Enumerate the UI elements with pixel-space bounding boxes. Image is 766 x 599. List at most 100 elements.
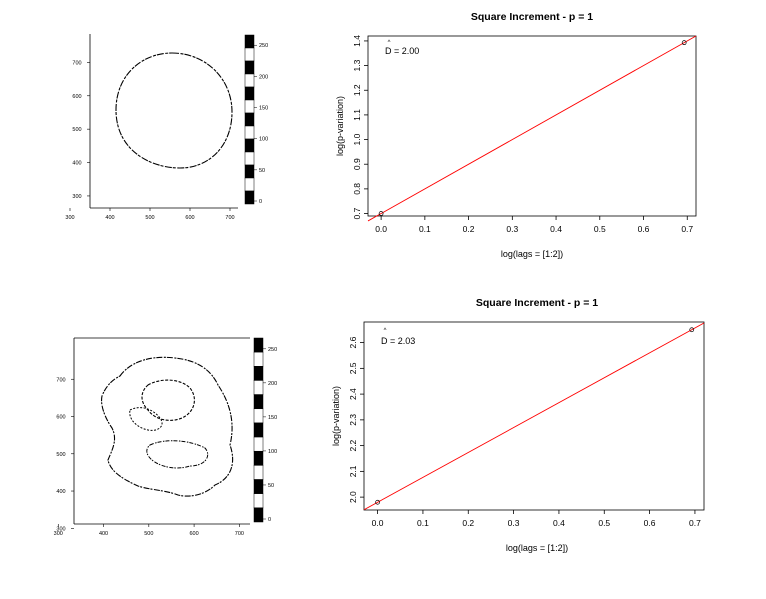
colorbar-segment — [244, 60, 255, 75]
colorbar-segment — [244, 86, 255, 101]
colorbar-segment — [253, 465, 264, 480]
c2-fit-line — [363, 322, 705, 511]
c2-x-tick-label: 0.7 — [689, 518, 701, 528]
colorbar-tick-label: 50 — [259, 168, 265, 174]
colorbar-segment — [253, 351, 264, 367]
c1-y-tick-label: 1.1 — [352, 109, 362, 121]
colorbar-segment — [253, 493, 264, 509]
panel-image-1: 300 400 500 600 700 300 400 500 600 700 0 50 100 15… — [65, 34, 268, 221]
image2-inner-contour-middle — [129, 407, 163, 431]
c2-data-point — [689, 327, 695, 333]
c1-y-tick-label: 1.4 — [352, 35, 362, 47]
colorbar-segment — [253, 450, 264, 466]
chart1-x-axis-label: log(lags = [1:2]) — [501, 249, 563, 259]
c2-y-tick-label: 2.5 — [348, 362, 358, 374]
img2-y-tick-label: 300 — [56, 526, 65, 532]
chart1-y-axis-label: log(p-variation) — [335, 96, 345, 156]
c1-data-point — [681, 40, 687, 46]
colorbar-tick-label: 250 — [268, 347, 277, 353]
img1-x-tick-label: 700 — [225, 215, 234, 221]
image2-inner-contour-upper — [141, 379, 195, 421]
colorbar-tick-label: 200 — [268, 381, 277, 387]
colorbar-segment — [244, 99, 255, 114]
colorbar-segment — [253, 337, 264, 353]
img2-x-tick-label: 500 — [144, 531, 153, 537]
c2-x-tick-label: 0.2 — [462, 518, 474, 528]
c2-x-tick-label: 0.5 — [598, 518, 610, 528]
c2-x-tick-label: 0.6 — [644, 518, 656, 528]
chart1-title: Square Increment - p = 1 — [471, 11, 593, 23]
c1-x-tick-label: 0.1 — [419, 224, 431, 234]
c2-y-tick-label: 2.2 — [348, 439, 358, 451]
c2-y-tick-label: 2.1 — [348, 465, 358, 477]
chart2-title: Square Increment - p = 1 — [476, 297, 598, 309]
c1-y-tick-label: 1.2 — [352, 84, 362, 96]
c1-y-tick-label: 1.3 — [352, 59, 362, 71]
colorbar-segment — [244, 73, 255, 88]
colorbar-segment — [253, 366, 264, 381]
c1-x-tick-label: 0.3 — [506, 224, 518, 234]
colorbar-tick-label: 150 — [259, 106, 268, 112]
colorbar-tick-label: 250 — [259, 43, 268, 49]
img2-y-tick-label: 400 — [56, 489, 65, 495]
img1-x-tick-label: 500 — [145, 215, 154, 221]
c2-y-tick-label: 2.3 — [348, 414, 358, 426]
c2-x-tick-label: 0.3 — [508, 518, 520, 528]
img1-x-tick-label: 600 — [185, 215, 194, 221]
colorbar-tick-label: 50 — [268, 483, 274, 489]
c1-y-tick-label: 0.8 — [352, 183, 362, 195]
c2-x-tick-label: 0.1 — [417, 518, 429, 528]
colorbar-tick-label: 200 — [259, 74, 268, 80]
img1-y-tick-label: 700 — [72, 60, 81, 66]
colorbar-segment — [244, 112, 255, 127]
img2-y-tick-label: 600 — [56, 415, 65, 421]
img2-x-tick-label: 600 — [189, 531, 198, 537]
c1-data-point — [378, 211, 384, 216]
c1-y-tick-label: 0.7 — [352, 207, 362, 219]
chart1-d-hat-accent: ^ — [388, 40, 391, 46]
chart1-plot-frame — [367, 35, 697, 217]
c1-x-tick-label: 0.7 — [681, 224, 693, 234]
img2-x-tick-label: 400 — [99, 531, 108, 537]
chart2-plot-frame — [363, 321, 705, 511]
img1-x-tick-label: 300 — [65, 215, 74, 221]
colorbar-segment — [253, 479, 264, 494]
img1-y-tick-label: 600 — [72, 94, 81, 100]
chart2-y-axis-label: log(p-variation) — [331, 386, 341, 446]
c1-x-tick-label: 0.2 — [463, 224, 475, 234]
img2-y-tick-label: 500 — [56, 452, 65, 458]
image1-colorbar: 0 50 100 150 200 250 — [244, 34, 268, 205]
panel-image-2: 300 400 500 600 700 300 400 500 600 700 0 50 100 15… — [54, 337, 277, 537]
chart2-d-hat-accent: ^ — [384, 328, 387, 334]
c1-x-tick-label: 0.0 — [375, 224, 387, 234]
colorbar-tick-label: 100 — [268, 449, 277, 455]
panel-regression-2: Square Increment - p = 1 0.0 0.1 0.2 0.3 0.4… — [331, 297, 705, 553]
chart2-annotation: D = 2.03 — [381, 336, 415, 346]
c1-y-tick-label: 1.0 — [352, 133, 362, 145]
colorbar-segment — [244, 125, 255, 140]
chart1-annotation: D = 2.00 — [385, 46, 419, 56]
colorbar-segment — [244, 177, 255, 192]
img1-x-tick-label: 400 — [105, 215, 114, 221]
colorbar-segment — [253, 394, 264, 410]
colorbar-segment — [253, 408, 264, 424]
colorbar-segment — [253, 507, 264, 523]
c1-y-tick-label: 0.9 — [352, 158, 362, 170]
img2-x-tick-label: 300 — [54, 531, 63, 537]
c1-x-tick-label: 0.5 — [594, 224, 606, 234]
img1-y-tick-label: 400 — [72, 161, 81, 167]
c2-y-tick-label: 2.4 — [348, 388, 358, 400]
image2-colorbar: 0 50 100 150 200 250 — [253, 337, 277, 523]
colorbar-segment — [244, 138, 255, 153]
image2-outer-contour — [101, 356, 234, 497]
colorbar-segment — [253, 436, 264, 452]
image1-circle-contour — [115, 52, 233, 169]
colorbar-tick-label: 0 — [268, 517, 271, 523]
img2-y-tick-label: 700 — [56, 377, 65, 383]
c1-fit-line — [367, 35, 697, 222]
c2-data-point — [375, 499, 380, 505]
image2-inner-contour-lower — [146, 440, 209, 469]
colorbar-segment — [253, 422, 264, 438]
colorbar-tick-label: 0 — [259, 199, 262, 205]
